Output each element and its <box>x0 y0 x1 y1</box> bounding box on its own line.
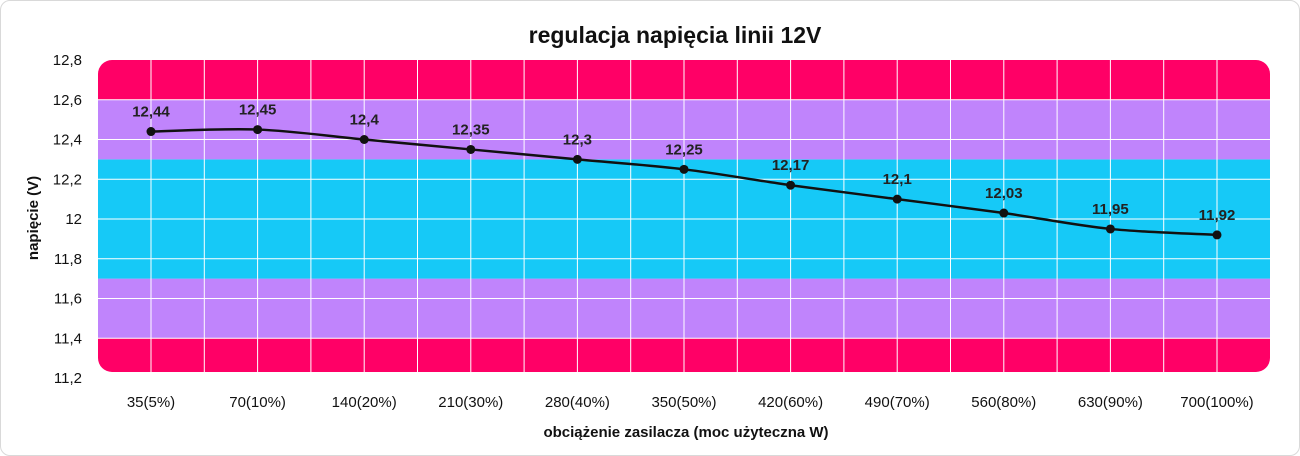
y-tick-label: 11,2 <box>54 370 82 387</box>
x-tick-label: 490(70%) <box>865 394 930 411</box>
chart-title: regulacja napięcia linii 12V <box>529 22 822 48</box>
x-tick-label: 70(10%) <box>229 394 286 411</box>
x-tick-label: 630(90%) <box>1078 394 1143 411</box>
y-axis-label: napięcie (V) <box>25 176 42 260</box>
data-label: 12,3 <box>563 131 592 148</box>
y-tick-label: 12,8 <box>53 52 82 69</box>
data-label: 12,1 <box>883 171 912 188</box>
x-tick-label: 560(80%) <box>971 394 1036 411</box>
data-point <box>999 208 1009 218</box>
data-label: 11,92 <box>1199 207 1236 224</box>
data-point <box>1212 230 1222 240</box>
x-tick-labels: 35(5%) 70(10%) 140(20%) 210(30%) 280(40%) 350… <box>127 394 1254 411</box>
data-point <box>466 144 476 154</box>
y-tick-label: 12 <box>65 211 82 228</box>
data-label: 12,03 <box>985 185 1023 202</box>
y-tick-label: 12,6 <box>53 92 82 109</box>
data-label: 11,95 <box>1092 201 1129 218</box>
x-tick-label: 35(5%) <box>127 394 175 411</box>
x-tick-label: 140(20%) <box>332 394 397 411</box>
data-label: 12,17 <box>772 157 810 174</box>
data-label: 12,4 <box>350 112 380 129</box>
x-axis-label: obciążenie zasilacza (moc użyteczna W) <box>543 424 828 441</box>
data-label: 12,44 <box>132 104 170 121</box>
x-tick-label: 210(30%) <box>438 394 503 411</box>
data-label: 12,45 <box>239 102 277 119</box>
y-tick-label: 11,4 <box>54 330 82 347</box>
data-points <box>146 125 1222 240</box>
data-point <box>1105 224 1115 234</box>
y-tick-label: 12,2 <box>53 171 82 188</box>
y-tick-labels: 11,2 11,4 11,6 11,8 12 12,2 12,4 12,6 12,8 <box>53 52 82 387</box>
x-tick-label: 700(100%) <box>1180 394 1253 411</box>
data-point <box>572 154 582 164</box>
data-point <box>786 180 796 190</box>
data-label: 12,35 <box>452 121 490 138</box>
data-point <box>892 194 902 204</box>
x-tick-label: 350(50%) <box>651 394 716 411</box>
data-point <box>146 127 156 137</box>
data-point <box>679 164 689 174</box>
x-tick-label: 280(40%) <box>545 394 610 411</box>
data-point <box>359 135 369 144</box>
y-tick-label: 11,8 <box>54 251 82 268</box>
y-tick-label: 12,4 <box>53 132 82 149</box>
x-tick-label: 420(60%) <box>758 394 823 411</box>
data-labels: 12,44 12,45 12,4 12,35 12,3 12,25 12,17 12,1 12,… <box>132 102 1235 224</box>
data-point <box>253 125 263 135</box>
data-label: 12,25 <box>665 141 703 158</box>
y-tick-label: 11,6 <box>54 291 82 308</box>
